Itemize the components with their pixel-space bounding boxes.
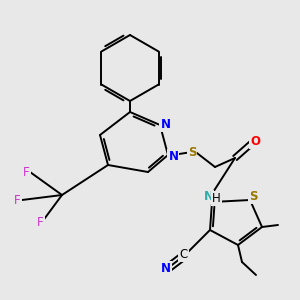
Text: H: H: [212, 192, 221, 205]
Text: N: N: [160, 118, 170, 131]
Text: C: C: [179, 248, 188, 262]
Text: S: S: [188, 146, 196, 158]
Text: F: F: [14, 194, 21, 206]
Text: F: F: [37, 215, 44, 229]
Text: N: N: [160, 262, 171, 275]
Text: N: N: [203, 190, 214, 203]
Text: O: O: [250, 135, 260, 148]
Text: F: F: [23, 166, 30, 178]
Text: S: S: [249, 190, 257, 203]
Text: N: N: [168, 150, 178, 163]
